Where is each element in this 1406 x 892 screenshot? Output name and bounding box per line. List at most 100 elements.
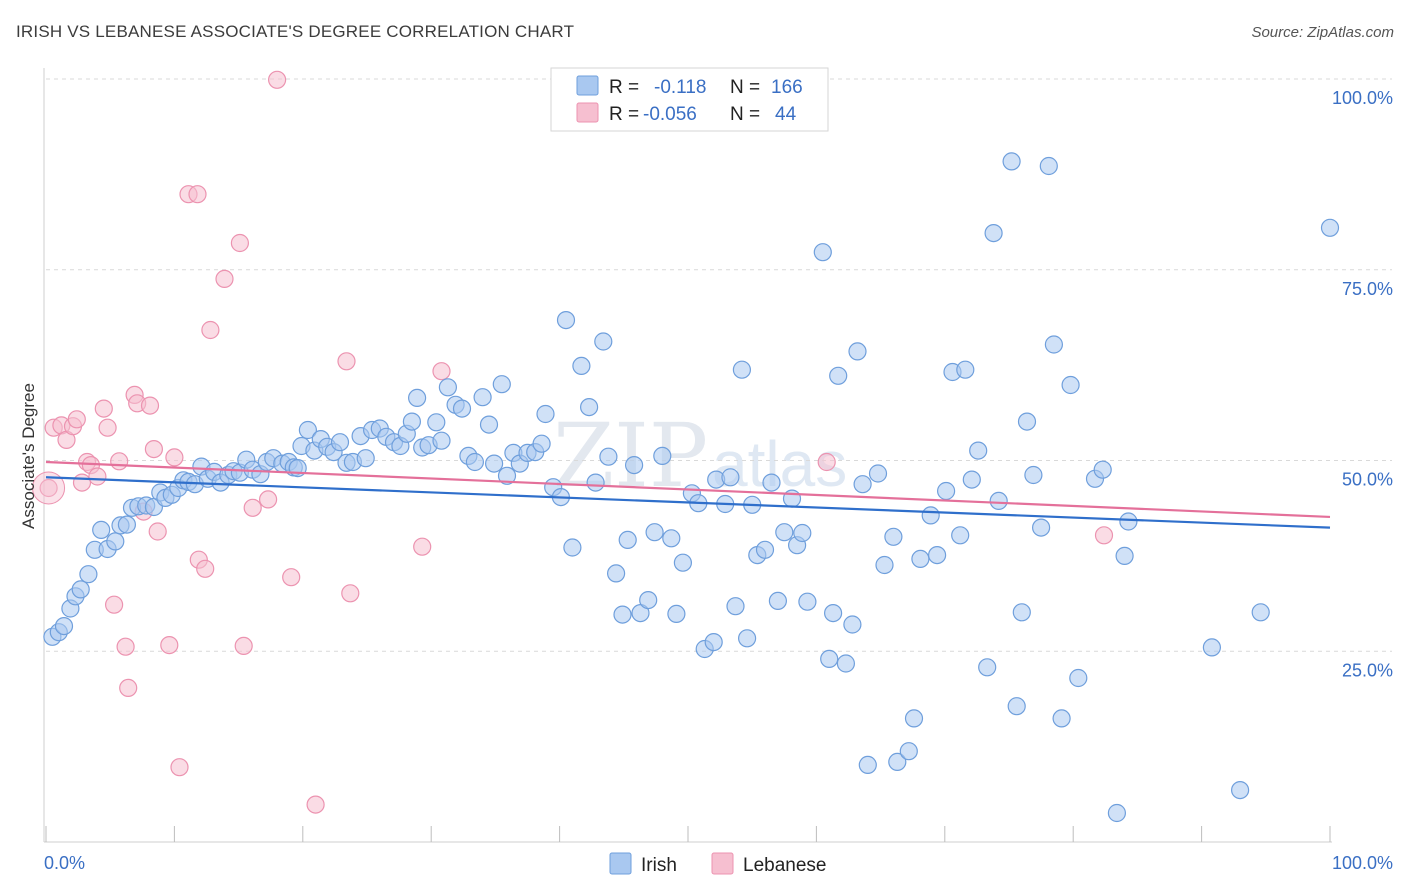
- irish-points: [43, 152, 1340, 823]
- irish-point: [1115, 546, 1134, 566]
- lebanese-point: [196, 559, 215, 578]
- irish-point: [79, 565, 98, 584]
- irish-point: [904, 709, 924, 728]
- irish-point: [438, 378, 457, 397]
- irish-point: [911, 549, 930, 569]
- y-tick-label: 50.0%: [1342, 470, 1393, 490]
- lebanese-point: [306, 795, 325, 814]
- lebanese-point: [1094, 526, 1114, 545]
- irish-point: [775, 523, 794, 542]
- legend-irish-r-value: -0.118: [654, 77, 706, 98]
- lebanese-point: [119, 678, 138, 698]
- tick-labels: 100.0% 75.0% 50.0% 25.0% 0.0% 100.0%: [44, 88, 1393, 873]
- irish-point: [868, 464, 888, 483]
- lebanese-point: [817, 452, 836, 472]
- source-label: Source: ZipAtlas.com: [1251, 24, 1394, 41]
- irish-point: [1024, 465, 1043, 485]
- irish-point: [1320, 218, 1340, 237]
- lebanese-trend-line: [45, 460, 1331, 519]
- y-tick-label: 75.0%: [1342, 279, 1393, 299]
- x-tick-label-max: 100.0%: [1332, 853, 1393, 873]
- irish-point: [71, 580, 90, 599]
- irish-point: [1031, 518, 1051, 537]
- lebanese-point: [148, 522, 167, 541]
- irish-point: [1061, 375, 1080, 395]
- irish-point: [704, 632, 723, 652]
- lebanese-point: [188, 185, 207, 204]
- irish-point: [1007, 697, 1026, 716]
- lebanese-point: [88, 467, 107, 486]
- irish-point: [618, 530, 637, 550]
- lebanese-point: [243, 498, 262, 517]
- irish-point: [594, 332, 613, 351]
- lebanese-point: [165, 448, 184, 467]
- lebanese-point: [234, 636, 253, 656]
- irish-point: [452, 399, 472, 418]
- irish-point: [858, 755, 877, 775]
- lebanese-point: [259, 490, 278, 509]
- irish-point: [1093, 460, 1112, 479]
- lebanese-point: [110, 452, 129, 471]
- irish-point: [556, 311, 576, 330]
- irish-point: [117, 515, 137, 534]
- lebanese-point: [282, 568, 301, 587]
- trend-lines: [45, 460, 1331, 529]
- lebanese-point: [215, 269, 234, 288]
- irish-point: [465, 452, 484, 472]
- irish-point: [330, 433, 350, 452]
- irish-point: [1202, 638, 1222, 657]
- legend-series-lebanese-label: Lebanese: [743, 855, 826, 876]
- legend-series: Irish Lebanese: [609, 852, 826, 876]
- legend-lebanese-r-value: -0.056: [643, 104, 697, 125]
- legend-lebanese-swatch: [576, 102, 599, 123]
- irish-point: [813, 243, 832, 262]
- irish-point: [762, 473, 781, 492]
- lebanese-point: [94, 399, 113, 418]
- legend-lebanese-n-label: N =: [730, 104, 760, 125]
- irish-point: [875, 555, 894, 575]
- lebanese-point: [39, 478, 58, 498]
- irish-point: [1044, 335, 1064, 354]
- irish-point: [793, 523, 812, 543]
- legend-irish-swatch: [576, 75, 599, 96]
- irish-point: [606, 564, 626, 583]
- irish-point: [673, 553, 693, 572]
- irish-point: [579, 398, 599, 417]
- y-axis-label: Associate's Degree: [19, 383, 38, 529]
- irish-point: [473, 388, 492, 407]
- irish-point: [479, 415, 499, 434]
- irish-point: [572, 356, 591, 375]
- irish-point: [853, 475, 872, 494]
- irish-point: [563, 538, 582, 557]
- irish-point: [927, 545, 947, 565]
- irish-point: [951, 526, 970, 545]
- irish-point: [645, 523, 664, 542]
- legend-lebanese-n-value: 44: [775, 104, 797, 125]
- irish-point: [888, 752, 907, 772]
- lebanese-point: [140, 396, 160, 415]
- irish-point: [1069, 668, 1088, 688]
- lebanese-points: [32, 70, 1114, 814]
- irish-point: [768, 591, 788, 611]
- irish-point: [536, 404, 555, 424]
- irish-point: [639, 590, 658, 610]
- irish-point: [54, 616, 74, 636]
- irish-point: [848, 342, 867, 361]
- irish-point: [820, 649, 839, 669]
- irish-point: [92, 520, 111, 540]
- axes: [43, 68, 1332, 843]
- legend-series-lebanese-swatch: [711, 852, 734, 875]
- lebanese-point-large: [32, 471, 66, 505]
- y-tick-label: 100.0%: [1332, 88, 1393, 108]
- irish-point: [721, 468, 740, 487]
- irish-point: [599, 447, 618, 466]
- y-tick-label: 25.0%: [1342, 660, 1393, 680]
- irish-point: [962, 470, 981, 489]
- lebanese-point: [98, 418, 117, 437]
- irish-point: [298, 420, 317, 440]
- lebanese-point: [201, 320, 220, 340]
- irish-point: [1119, 512, 1138, 531]
- irish-point: [732, 360, 752, 379]
- grid: [46, 78, 1392, 652]
